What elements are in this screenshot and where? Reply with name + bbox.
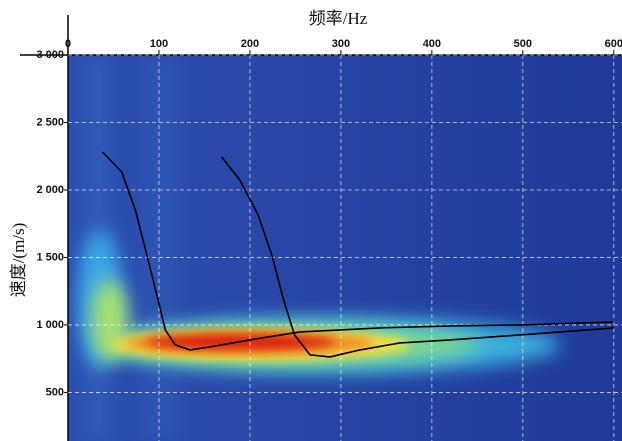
x-tick-label: 500 xyxy=(514,38,532,50)
x-tick-label: 0 xyxy=(65,38,71,50)
x-tick-label: 400 xyxy=(423,38,441,50)
x-tick-label: 600 xyxy=(605,38,622,50)
y-tick-label: 3 000 xyxy=(36,49,64,61)
y-tick-label: 2 500 xyxy=(36,116,64,128)
y-tick-label: 2 000 xyxy=(36,184,64,196)
curve xyxy=(102,151,614,351)
y-tick-label: 500 xyxy=(46,386,64,398)
x-tick-label: 200 xyxy=(241,38,259,50)
y-tick-label: 1 500 xyxy=(36,251,64,263)
x-axis-title: 频率/Hz xyxy=(309,9,368,28)
x-tick-label: 300 xyxy=(332,38,350,50)
curve xyxy=(221,156,614,358)
spectrum xyxy=(68,55,622,441)
y-axis-title: 速度/(m/s) xyxy=(9,223,28,298)
x-tick-label: 100 xyxy=(150,38,168,50)
y-tick-label: 1 000 xyxy=(36,319,64,331)
